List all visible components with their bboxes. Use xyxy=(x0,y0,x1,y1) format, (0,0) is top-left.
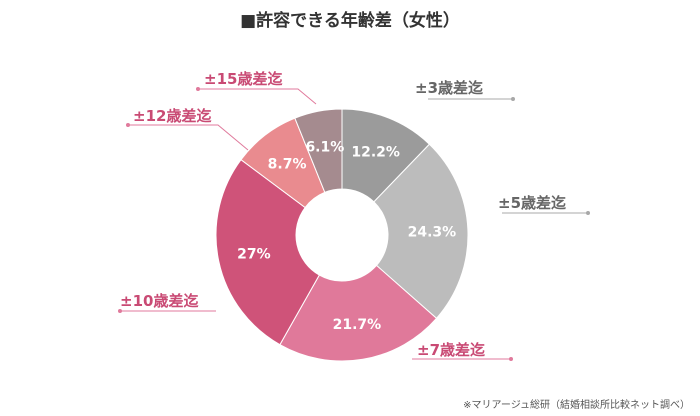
donut-slice xyxy=(215,158,321,346)
donut-slice xyxy=(294,108,343,193)
slice-value-label: 21.7% xyxy=(333,317,382,333)
slice-value-label: 24.3% xyxy=(408,224,457,240)
source-note: ※マリアージュ総研（結婚相談所比較ネット調べ） xyxy=(463,400,690,411)
slice-value-label: 27% xyxy=(237,247,271,263)
leader-dot xyxy=(196,87,200,91)
slice-value-label: 12.2% xyxy=(351,145,400,161)
leader-line xyxy=(128,124,249,151)
slice-value-label: 6.1% xyxy=(305,140,344,156)
leader-dot xyxy=(509,357,513,361)
leader-dot xyxy=(118,309,122,313)
category-label: ±15歳差迄 xyxy=(204,70,283,88)
leader-line xyxy=(198,88,317,105)
category-label: ±12歳差迄 xyxy=(133,107,212,125)
category-label: ±3歳差迄 xyxy=(415,79,484,97)
category-label: ±5歳差迄 xyxy=(498,194,567,212)
leader-dot xyxy=(586,211,590,215)
donut-slice xyxy=(279,264,438,362)
leader-dot xyxy=(511,97,515,101)
category-label: ±10歳差迄 xyxy=(120,292,199,310)
category-label: ±7歳差迄 xyxy=(417,341,486,359)
chart-title: ■許容できる年齢差（女性） xyxy=(240,11,460,31)
donut-slice xyxy=(373,143,469,320)
leader-dot xyxy=(126,123,130,127)
slice-value-label: 8.7% xyxy=(268,157,307,173)
